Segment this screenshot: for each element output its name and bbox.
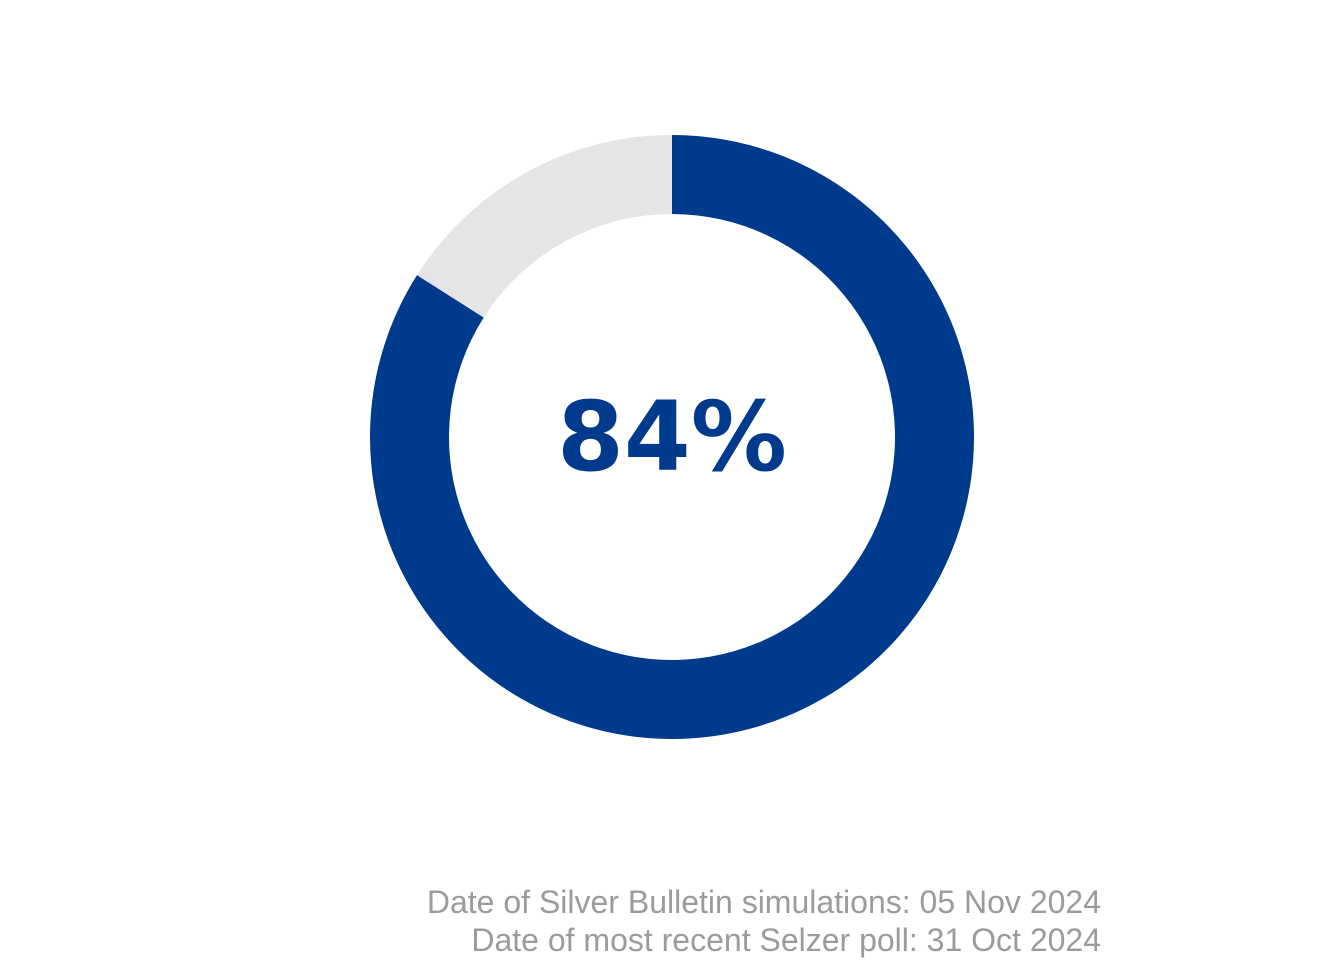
poll-date-note: Date of most recent Selzer poll: 31 Oct …: [471, 921, 1101, 959]
donut-slice-1: [417, 135, 672, 318]
simulation-date-note: Date of Silver Bulletin simulations: 05 …: [427, 883, 1101, 921]
center-percentage-label: 84%: [557, 381, 787, 493]
